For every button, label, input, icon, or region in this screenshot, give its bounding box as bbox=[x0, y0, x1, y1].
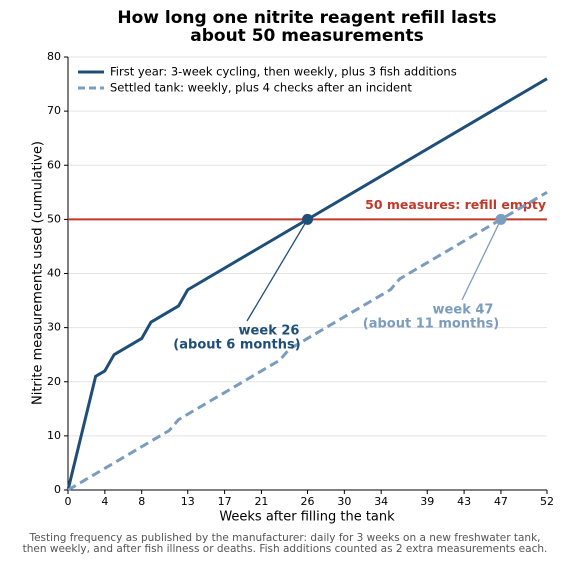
x-tick-label: 47 bbox=[494, 495, 508, 508]
chart-title: How long one nitrite reagent refill last… bbox=[117, 8, 496, 28]
annotation-marker bbox=[302, 213, 313, 225]
x-tick-label: 21 bbox=[254, 495, 268, 508]
y-axis-label: Nitrite measurements used (cumulative) bbox=[31, 141, 46, 405]
x-tick-label: 52 bbox=[540, 495, 554, 508]
x-tick-label: 34 bbox=[374, 495, 388, 508]
x-tick-label: 4 bbox=[101, 495, 108, 508]
x-tick-label: 39 bbox=[420, 495, 434, 508]
x-axis-label: Weeks after filling the tank bbox=[219, 510, 395, 525]
x-tick-label: 13 bbox=[181, 495, 195, 508]
annotation-text: week 26 bbox=[239, 324, 300, 339]
annotation-text: (about 11 months) bbox=[363, 317, 499, 332]
annotation-marker bbox=[495, 213, 507, 225]
series-line bbox=[66, 77, 548, 491]
x-tick-label: 30 bbox=[337, 495, 351, 508]
y-tick-label: 70 bbox=[47, 104, 61, 117]
legend-label: Settled tank: weekly, plus 4 checks afte… bbox=[110, 81, 412, 95]
y-tick-label: 60 bbox=[47, 158, 61, 171]
x-tick-label: 43 bbox=[457, 495, 471, 508]
annotation-text: week 47 bbox=[433, 303, 494, 318]
annotation-arrow bbox=[246, 219, 309, 322]
chart-title: about 50 measurements bbox=[190, 26, 423, 46]
footnote: Testing frequency as published by the ma… bbox=[28, 532, 540, 544]
reference-label: 50 measures: refill empty bbox=[365, 197, 546, 212]
annotation-text: (about 6 months) bbox=[173, 338, 300, 353]
x-tick-label: 0 bbox=[65, 495, 72, 508]
footnote: then weekly, and after fish illness or d… bbox=[23, 543, 548, 555]
x-tick-label: 26 bbox=[301, 495, 315, 508]
y-tick-label: 80 bbox=[47, 50, 61, 63]
y-tick-label: 40 bbox=[47, 267, 61, 280]
annotation-arrow bbox=[461, 219, 502, 301]
x-tick-label: 8 bbox=[138, 495, 145, 508]
y-tick-label: 0 bbox=[54, 483, 61, 496]
y-tick-label: 30 bbox=[47, 321, 61, 334]
y-tick-label: 10 bbox=[47, 429, 61, 442]
y-tick-label: 50 bbox=[47, 212, 61, 225]
x-tick-label: 17 bbox=[218, 495, 232, 508]
y-tick-label: 20 bbox=[47, 375, 61, 388]
legend-label: First year: 3-week cycling, then weekly,… bbox=[110, 65, 457, 79]
